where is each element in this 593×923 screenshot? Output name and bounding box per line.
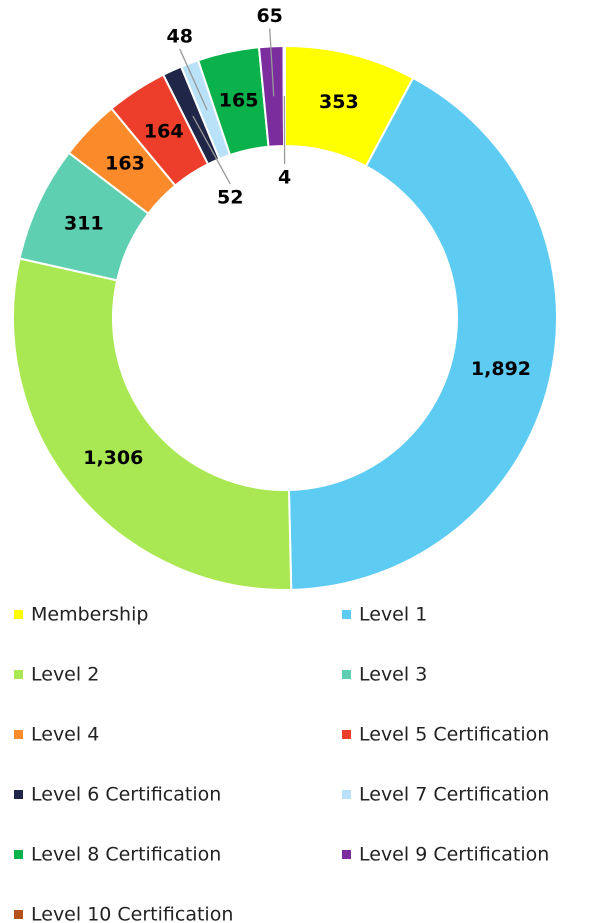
data-label: 165 <box>219 89 259 111</box>
legend-swatch <box>342 850 351 859</box>
data-label: 163 <box>105 153 145 175</box>
legend-label: Level 10 Certification <box>31 904 233 923</box>
legend-swatch <box>14 730 23 739</box>
data-label: 164 <box>144 121 184 143</box>
leader-line <box>179 48 208 111</box>
leader-line <box>192 115 231 185</box>
data-label: 353 <box>319 91 359 113</box>
leader-line <box>269 28 275 97</box>
legend-swatch <box>14 610 23 619</box>
legend-swatch <box>14 790 23 799</box>
legend-swatch <box>342 610 351 619</box>
donut-slice <box>12 257 293 591</box>
legend-label: Membership <box>31 604 148 626</box>
data-label: 48 <box>167 26 193 48</box>
data-label: 1,892 <box>471 358 531 380</box>
data-label: 1,306 <box>83 447 143 469</box>
legend-label: Level 5 Certification <box>359 724 549 746</box>
legend-swatch <box>14 670 23 679</box>
legend-label: Level 1 <box>359 604 427 626</box>
data-label: 52 <box>217 186 243 208</box>
legend-label: Level 6 Certification <box>31 784 221 806</box>
legend-swatch <box>342 790 351 799</box>
legend-label: Level 7 Certification <box>359 784 549 806</box>
legend-label: Level 8 Certification <box>31 844 221 866</box>
legend-swatch <box>342 670 351 679</box>
legend-label: Level 9 Certification <box>359 844 549 866</box>
legend-label: Level 4 <box>31 724 99 746</box>
legend-swatch <box>342 730 351 739</box>
data-label: 311 <box>64 213 104 235</box>
data-label: 4 <box>278 167 291 189</box>
data-label: 65 <box>256 5 282 27</box>
legend-label: Level 3 <box>359 664 427 686</box>
legend-swatch <box>14 850 23 859</box>
legend-label: Level 2 <box>31 664 99 686</box>
donut-slice <box>287 76 558 591</box>
legend-swatch <box>14 910 23 919</box>
